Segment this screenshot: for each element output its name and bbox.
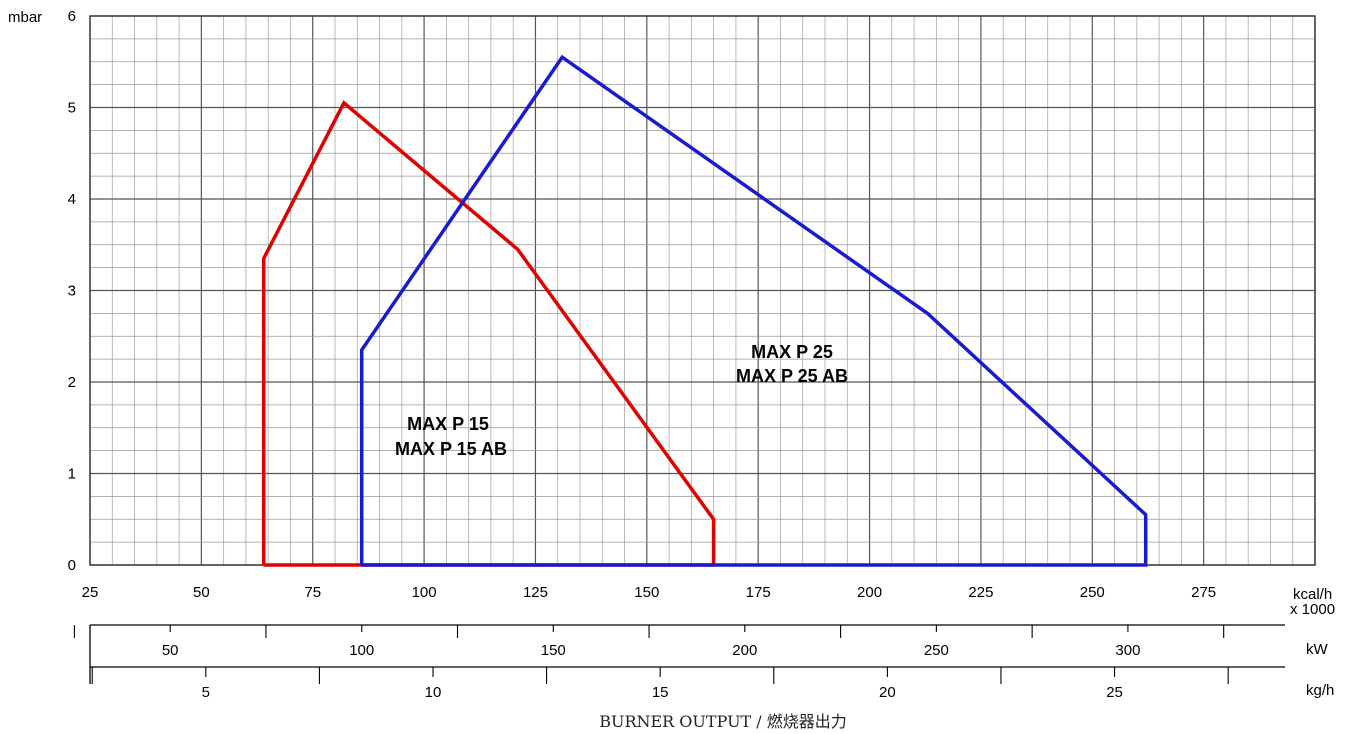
kgh-tick-label: 15: [652, 684, 669, 701]
kgh-tick-label: 25: [1106, 684, 1123, 701]
x-tick-label: 250: [1080, 584, 1105, 601]
kw-tick-label: 100: [349, 642, 374, 659]
kgh-tick-label: 20: [879, 684, 896, 701]
y-tick-label: 3: [68, 283, 76, 300]
kgh-axis: 5 10 15 20 25: [89, 667, 1229, 701]
x-tick-label: 125: [523, 584, 548, 601]
y-tick-label: 4: [68, 191, 76, 208]
kw-tick-label: 250: [924, 642, 949, 659]
y-tick-label: 2: [68, 374, 76, 391]
kw-tick-label: 150: [541, 642, 566, 659]
y-tick-label: 0: [68, 557, 76, 574]
x-tick-label: 50: [193, 584, 210, 601]
series-outline-1: [261, 100, 716, 567]
series-label-max-p25-ab: MAX P 25 AB: [736, 366, 848, 386]
x-tick-label: 175: [746, 584, 771, 601]
series-layer: [261, 54, 1148, 567]
kw-tick-label: 50: [162, 642, 179, 659]
y-axis: 0 1 2 3 4 5 6: [68, 8, 76, 574]
series-outline-2: [359, 54, 1148, 567]
y-tick-label: 5: [68, 100, 76, 117]
y-axis-unit: mbar: [8, 9, 42, 26]
kw-tick-label: 200: [732, 642, 757, 659]
x-axis-title: BURNER OUTPUT / 燃烧器出力: [599, 712, 847, 731]
kgh-axis-unit: kg/h: [1306, 682, 1334, 699]
y-tick-label: 1: [68, 466, 76, 483]
kw-axis-unit: kW: [1306, 641, 1329, 658]
x-tick-label: 75: [304, 584, 321, 601]
kgh-tick-label: 5: [202, 684, 210, 701]
series-label-max-p15: MAX P 15: [407, 414, 489, 434]
x-axis: 25 50 75 100 125 150 175 200 225 250 275: [82, 584, 1216, 601]
kgh-tick-label: 10: [425, 684, 442, 701]
x-tick-label: 200: [857, 584, 882, 601]
x-tick-label: 25: [82, 584, 99, 601]
kw-tick-label: 300: [1115, 642, 1140, 659]
x-axis-unit-multiplier: x 1000: [1290, 601, 1335, 618]
x-tick-label: 150: [634, 584, 659, 601]
series-label-max-p15-ab: MAX P 15 AB: [395, 439, 507, 459]
kw-axis: 50 100 150 200 250 300: [73, 624, 1285, 668]
x-tick-label: 275: [1191, 584, 1216, 601]
x-tick-label: 100: [412, 584, 437, 601]
chart-grid: [89, 15, 1316, 566]
series-label-max-p25: MAX P 25: [751, 342, 833, 362]
y-tick-label: 6: [68, 8, 76, 25]
x-axis-unit: kcal/h: [1293, 586, 1332, 603]
x-tick-label: 225: [968, 584, 993, 601]
